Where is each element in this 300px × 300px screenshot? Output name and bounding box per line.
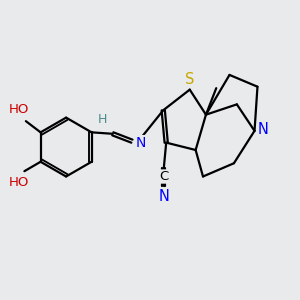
Text: S: S	[185, 72, 194, 87]
Text: HO: HO	[8, 176, 29, 190]
Text: N: N	[258, 122, 269, 137]
Text: N: N	[158, 190, 169, 205]
Text: C: C	[159, 170, 169, 183]
Text: H: H	[98, 113, 107, 126]
Text: HO: HO	[8, 103, 29, 116]
Text: N: N	[136, 136, 146, 150]
